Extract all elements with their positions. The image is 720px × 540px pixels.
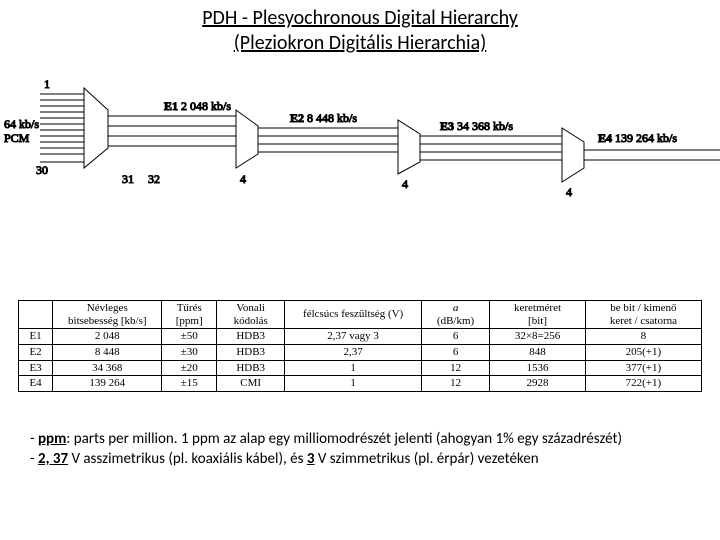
footnotes: - ppm: parts per million. 1 ppm az alap … xyxy=(30,430,690,469)
th-voltage: félcsúcs feszültség (V) xyxy=(285,301,422,329)
table-row: E1 2 048 ±50 HDB3 2,37 vagy 3 6 32×8=256… xyxy=(19,329,702,345)
mux-hierarchy-diagram: 64 kb/s PCM 1 30 31 32 E1 2 048 kb/s 4 xyxy=(0,70,720,270)
th-framesize: keretméret[bit] xyxy=(490,301,586,329)
table-header-row: Névlegesbitsebesség [kb/s] Tűrés[ppm] Vo… xyxy=(19,301,702,329)
th-bits: be bit / kimenőkeret / csatorna xyxy=(585,301,701,329)
e4-rate: E4 139 264 kb/s xyxy=(598,131,677,145)
note-ppm: - ppm: parts per million. 1 ppm az alap … xyxy=(30,430,690,450)
mux3-shape xyxy=(398,120,420,174)
th-bitrate: Névlegesbitsebesség [kb/s] xyxy=(53,301,162,329)
th-tolerance: Tűrés[ppm] xyxy=(162,301,217,329)
page-title: PDH - Plesyochronous Digital Hierarchy (… xyxy=(0,0,720,56)
note-voltage: - 2, 37 V asszimetrikus (pl. koaxiális k… xyxy=(30,450,690,470)
count-4a: 4 xyxy=(240,172,246,186)
pdh-table: Névlegesbitsebesség [kb/s] Tűrés[ppm] Vo… xyxy=(18,300,702,392)
input-top-num: 1 xyxy=(44,77,50,91)
count-4c: 4 xyxy=(566,185,572,199)
mux4-shape xyxy=(562,128,584,182)
ppm-term: ppm xyxy=(38,430,66,448)
label-32: 32 xyxy=(148,172,160,186)
table-body: E1 2 048 ±50 HDB3 2,37 vagy 3 6 32×8=256… xyxy=(19,329,702,392)
count-4b: 4 xyxy=(402,177,408,191)
pcm-label-2: PCM xyxy=(4,131,30,145)
e2-rate: E2 8 448 kb/s xyxy=(290,111,357,125)
table-row: E2 8 448 ±30 HDB3 2,37 6 848 205(+1) xyxy=(19,344,702,360)
mux1-shape xyxy=(84,88,108,168)
e3-rate: E3 34 368 kb/s xyxy=(440,119,513,133)
table-row: E4 139 264 ±15 CMI 1 12 2928 722(+1) xyxy=(19,376,702,392)
th-atten: a(dB/km) xyxy=(421,301,489,329)
pcm-label: 64 kb/s xyxy=(4,117,39,131)
title-line-2: (Pleziokron Digitális Hierarchia) xyxy=(0,31,720,56)
e1-rate: E1 2 048 kb/s xyxy=(164,99,231,113)
mux2-shape xyxy=(236,110,258,168)
label-31: 31 xyxy=(122,172,134,186)
v237-term: 2, 37 xyxy=(38,450,68,468)
input-bottom-num: 30 xyxy=(36,163,48,177)
title-line-1: PDH - Plesyochronous Digital Hierarchy xyxy=(0,6,720,31)
table-row: E3 34 368 ±20 HDB3 1 12 1536 377(+1) xyxy=(19,360,702,376)
th-coding: Vonalikódolás xyxy=(217,301,285,329)
th-blank xyxy=(19,301,53,329)
